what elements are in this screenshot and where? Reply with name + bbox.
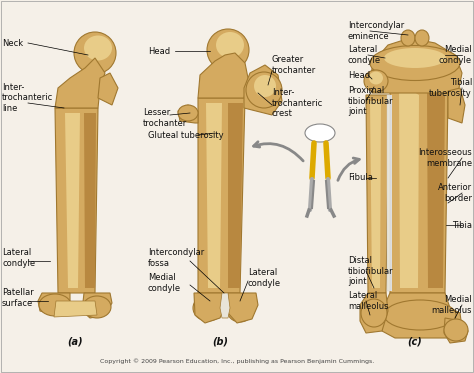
Ellipse shape [415,30,429,46]
Ellipse shape [246,72,282,108]
Text: Lateral
condyle: Lateral condyle [2,248,35,268]
Ellipse shape [361,299,387,327]
Polygon shape [448,88,465,123]
Text: Medial
condyle: Medial condyle [439,45,472,65]
Text: Gluteal tuberosity: Gluteal tuberosity [148,131,224,140]
Text: Intercondylar
eminence: Intercondylar eminence [348,21,404,41]
Ellipse shape [178,105,198,121]
Polygon shape [198,53,248,98]
Text: (b): (b) [212,336,228,346]
Text: Neck: Neck [2,38,23,47]
Polygon shape [427,91,445,288]
Ellipse shape [444,319,468,341]
Ellipse shape [74,32,116,74]
Text: Greater
trochanter: Greater trochanter [272,55,316,75]
Text: Lesser
trochanter: Lesser trochanter [143,108,187,128]
Polygon shape [366,95,389,293]
Polygon shape [65,113,80,288]
Text: Medial
condyle: Medial condyle [148,273,181,293]
Ellipse shape [254,75,276,97]
Polygon shape [387,95,392,291]
Ellipse shape [370,46,460,81]
Ellipse shape [216,32,244,58]
Text: Copyright © 2009 Pearson Education, Inc., publishing as Pearson Benjamin Cumming: Copyright © 2009 Pearson Education, Inc.… [100,358,374,364]
Text: Head: Head [148,47,170,56]
Ellipse shape [384,300,456,330]
Polygon shape [390,73,448,293]
Ellipse shape [305,124,335,142]
Polygon shape [444,318,468,343]
Ellipse shape [39,294,71,316]
Text: Fibula: Fibula [348,173,373,182]
Polygon shape [82,293,112,318]
Polygon shape [399,83,419,288]
Ellipse shape [84,35,112,60]
Ellipse shape [227,298,253,322]
Text: Anterior
border: Anterior border [438,183,472,203]
Text: Intercondylar
fossa: Intercondylar fossa [148,248,204,268]
Ellipse shape [364,70,388,92]
Ellipse shape [83,296,111,318]
Polygon shape [370,38,462,93]
Polygon shape [55,58,105,108]
Text: Tibial
tuberosity: Tibial tuberosity [429,78,472,98]
Ellipse shape [369,72,383,85]
Polygon shape [178,105,198,123]
Ellipse shape [207,29,249,71]
Polygon shape [220,293,230,318]
Text: Lateral
condyle: Lateral condyle [248,268,281,288]
Polygon shape [198,98,245,293]
Text: Lateral
malleolus: Lateral malleolus [348,291,389,311]
Polygon shape [98,73,118,105]
Text: Distal
tibiofibular
joint: Distal tibiofibular joint [348,256,393,286]
Text: (c): (c) [408,336,422,346]
Text: Inter-
trochanteric
crest: Inter- trochanteric crest [272,88,323,118]
Polygon shape [228,103,243,288]
Polygon shape [370,101,381,288]
Polygon shape [55,108,98,293]
Polygon shape [244,65,282,115]
Text: Tibia: Tibia [452,220,472,229]
Polygon shape [380,293,462,338]
Polygon shape [387,95,390,291]
Text: Head: Head [348,70,370,79]
Polygon shape [360,293,388,333]
Polygon shape [38,293,70,315]
Polygon shape [54,301,97,317]
Text: Patellar
surface: Patellar surface [2,288,34,308]
Ellipse shape [401,30,415,46]
Polygon shape [228,293,258,323]
Polygon shape [84,113,96,288]
Ellipse shape [384,48,446,68]
Polygon shape [194,293,226,323]
Text: Proximal
tibiofibular
joint: Proximal tibiofibular joint [348,86,393,116]
Polygon shape [206,103,222,288]
Text: Lateral
condyle: Lateral condyle [348,45,381,65]
Text: Medial
malleolus: Medial malleolus [431,295,472,315]
Text: Interosseous
membrane: Interosseous membrane [418,148,472,168]
Text: (a): (a) [67,336,83,346]
Ellipse shape [193,295,223,321]
Text: Inter-
trochanteric
line: Inter- trochanteric line [2,83,53,113]
